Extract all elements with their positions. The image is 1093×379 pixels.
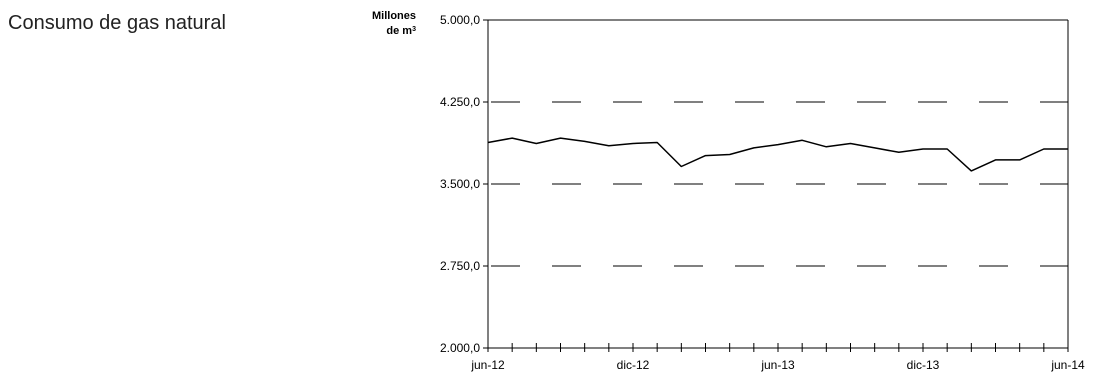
x-tick-label-0: jun-12: [470, 358, 505, 372]
data-point-0-17: [898, 151, 900, 153]
x-tick-label-2: jun-13: [760, 358, 795, 372]
y-tick-label-4: 5.000,0: [440, 13, 480, 27]
data-point-0-5: [608, 145, 610, 147]
y-axis-unit-line2: de m: [386, 25, 413, 37]
x-tick-label-3: dic-13: [907, 358, 940, 372]
y-axis-unit-superscript: 3: [412, 26, 416, 33]
data-point-0-7: [656, 141, 658, 143]
data-point-0-22: [1019, 159, 1021, 161]
series-group: [487, 137, 1069, 172]
data-point-0-19: [946, 148, 948, 150]
series-line-0: [487, 137, 1068, 172]
data-point-0-8: [680, 166, 682, 168]
data-point-0-2: [535, 143, 537, 145]
x-axis-ticks: jun-12 dic-12 jun-13 dic-13 jun-14: [470, 343, 1085, 372]
data-point-0-15: [850, 143, 851, 145]
data-point-0-23: [1043, 148, 1045, 150]
x-tick-label-4: jun-14: [1050, 358, 1085, 372]
data-point-0-1: [511, 137, 513, 139]
data-point-0-21: [995, 159, 996, 161]
data-point-0-6: [632, 143, 634, 145]
y-tick-label-3: 4.250,0: [440, 95, 480, 109]
data-point-0-4: [584, 140, 586, 142]
data-point-0-18: [922, 148, 924, 150]
y-axis-unit-label: Millones de m3: [362, 9, 416, 39]
y-tick-label-1: 2.750,0: [440, 259, 480, 273]
x-tick-label-1: dic-12: [617, 358, 650, 372]
data-point-0-24: [1067, 148, 1069, 150]
data-point-0-16: [874, 147, 876, 149]
data-point-0-20: [970, 170, 972, 172]
y-axis-unit-line1: Millones: [371, 10, 416, 22]
data-point-0-0: [487, 141, 489, 143]
data-point-0-12: [777, 144, 779, 146]
data-point-0-14: [825, 146, 827, 148]
gridlines: [488, 101, 1068, 267]
y-tick-label-2: 3.500,0: [440, 177, 480, 191]
data-point-0-11: [753, 147, 755, 149]
data-point-0-13: [801, 139, 803, 141]
chart-title: Consumo de gas natural: [8, 12, 226, 34]
y-axis-ticks: 2.000,0 2.750,0 3.500,0 4.250,0 5.000,0: [440, 13, 488, 355]
data-point-0-3: [560, 137, 561, 139]
y-tick-label-0: 2.000,0: [440, 341, 480, 355]
data-point-0-10: [729, 153, 731, 155]
data-point-0-9: [705, 155, 706, 157]
